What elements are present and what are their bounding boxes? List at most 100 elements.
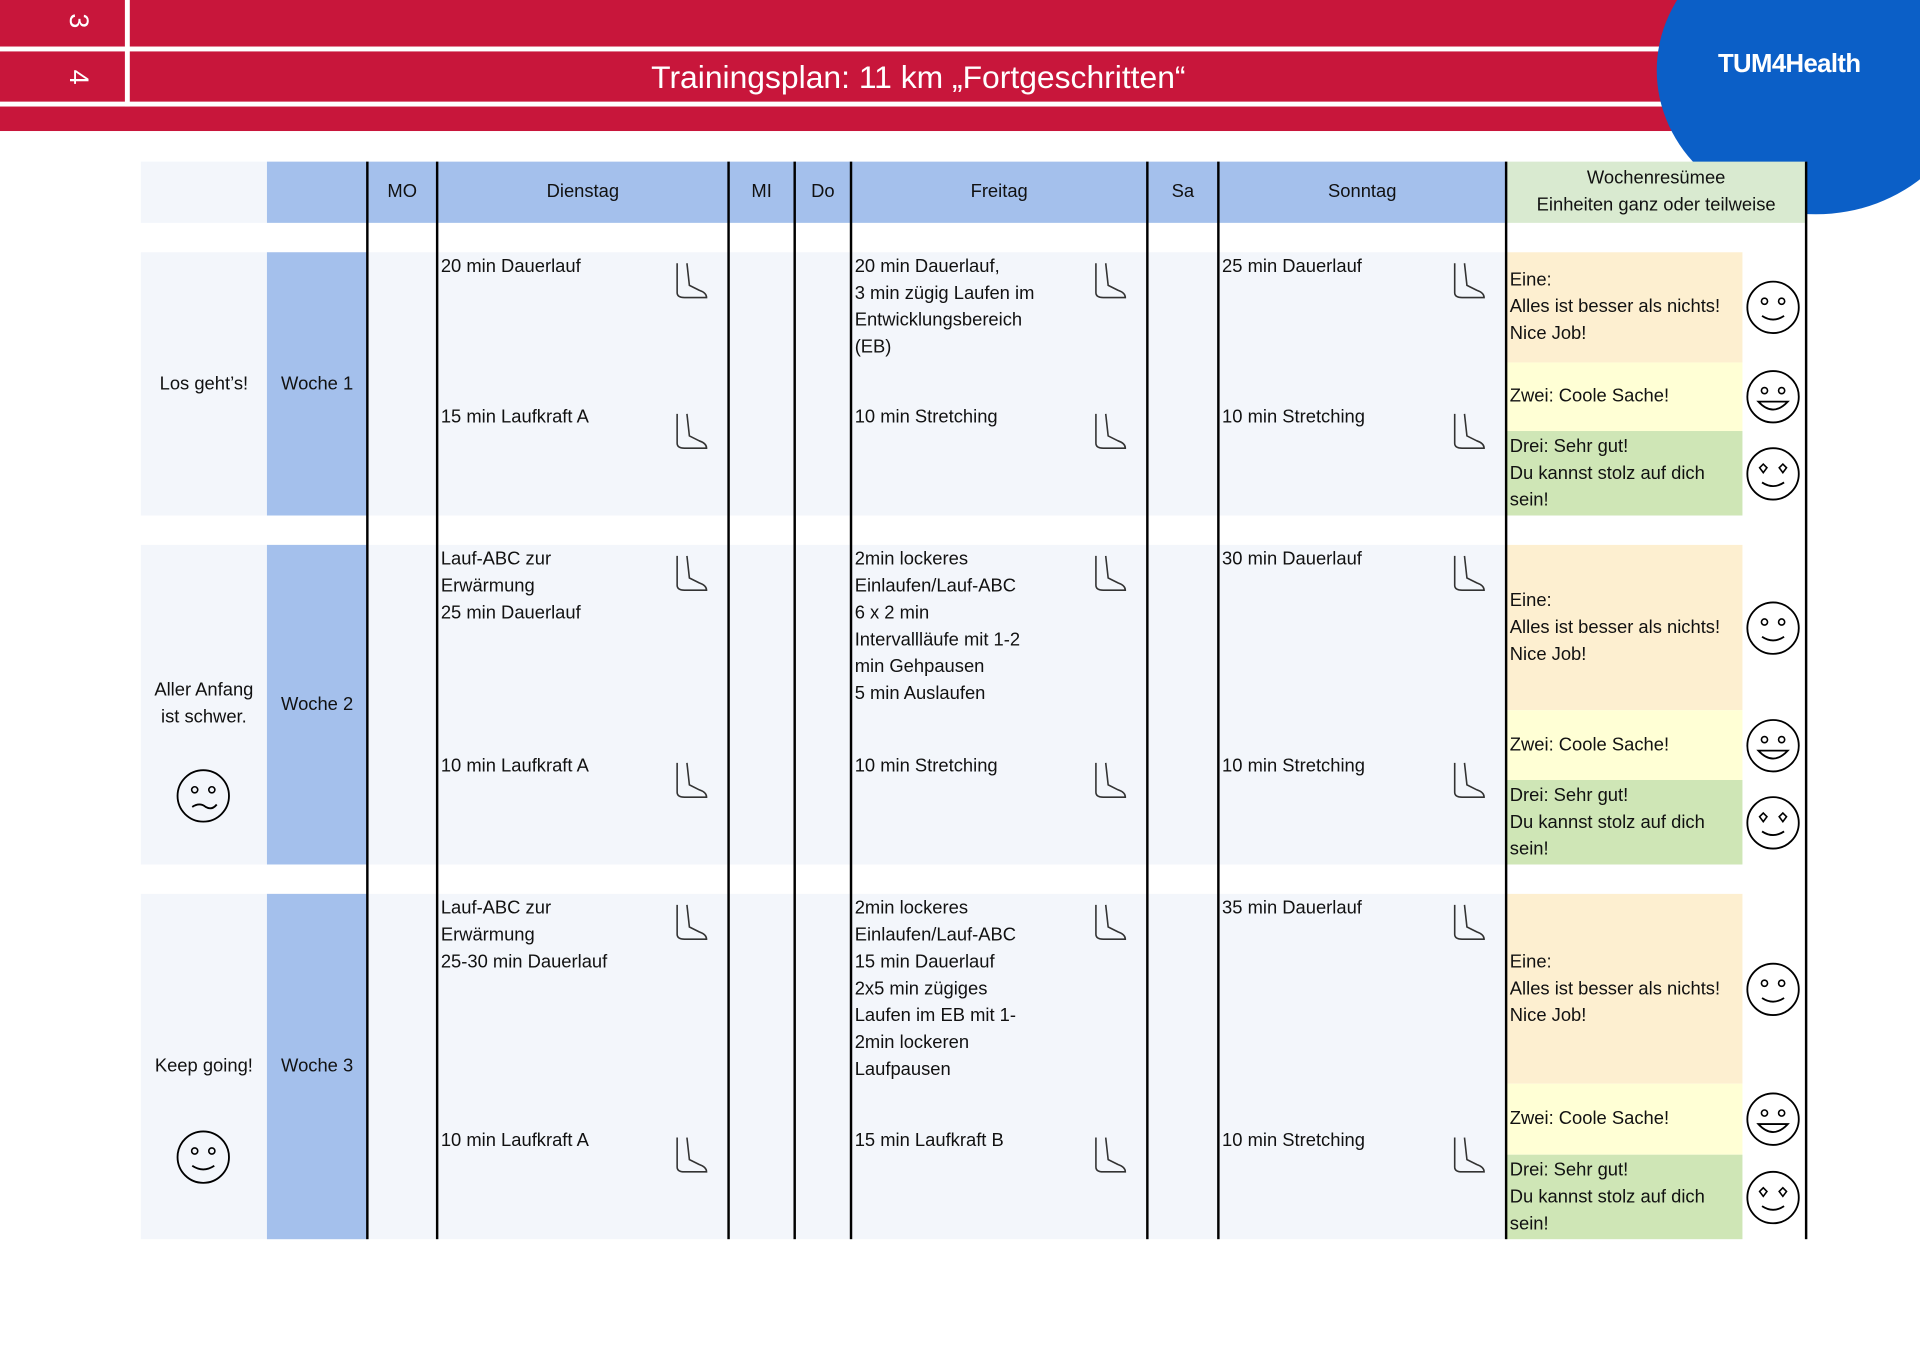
column-rule — [435, 161, 439, 1240]
week-label: Woche 3 — [281, 1055, 354, 1077]
smiley — [1746, 1092, 1800, 1146]
session: 10 min Stretching — [854, 406, 998, 428]
exercise-icon — [1095, 904, 1127, 940]
session: Lauf-ABC zur Erwärmung 25 min Dauerlauf — [440, 548, 581, 624]
summary-header: Einheiten ganz oder teilweise — [1536, 194, 1776, 216]
column-rule — [849, 161, 853, 1240]
column-header: Do — [811, 181, 835, 203]
smiley — [176, 1130, 230, 1184]
session: 2min lockeres Einlaufen/Lauf-ABC 6 x 2 m… — [854, 548, 1021, 705]
session: 10 min Stretching — [1222, 1130, 1365, 1152]
header-divider — [124, 0, 130, 107]
smiley — [1746, 280, 1800, 334]
summary-box: Zwei: Coole Sache! — [1506, 710, 1743, 781]
motto: Keep going! — [154, 1055, 253, 1077]
session: 30 min Dauerlauf — [1222, 548, 1362, 570]
summary-box: Eine: Alles ist besser als nichts! Nice … — [1506, 544, 1743, 711]
summary-text: Eine: Alles ist besser als nichts! Nice … — [1509, 269, 1721, 345]
exercise-icon — [1095, 1137, 1127, 1173]
session: 25 min Dauerlauf — [1222, 255, 1362, 277]
exercise-icon — [676, 263, 708, 299]
exercise-icon — [1453, 1137, 1485, 1173]
session: 2min lockeres Einlaufen/Lauf-ABC 15 min … — [854, 897, 1017, 1081]
column-header: MI — [751, 181, 772, 203]
session: 10 min Stretching — [1222, 755, 1365, 777]
motto: Aller Anfang ist schwer. — [154, 679, 254, 728]
session: 35 min Dauerlauf — [1222, 897, 1362, 919]
column-rule — [366, 161, 369, 1240]
summary-text: Eine: Alles ist besser als nichts! Nice … — [1509, 950, 1721, 1026]
exercise-icon — [676, 413, 708, 449]
motto: Los geht’s! — [159, 372, 249, 394]
column-header: Freitag — [970, 181, 1028, 203]
title: Trainingsplan: 11 km „Fortgeschritten“ — [651, 58, 1186, 96]
summary-text: Zwei: Coole Sache! — [1509, 734, 1670, 755]
week-cell — [266, 893, 368, 1240]
summary-text: Drei: Sehr gut! Du kannst stolz auf dich… — [1509, 435, 1705, 511]
column-rule — [1804, 161, 1808, 1240]
column-rule — [1217, 161, 1220, 1240]
exercise-icon — [676, 762, 708, 798]
week-label: Woche 1 — [281, 372, 354, 394]
summary-box: Eine: Alles ist besser als nichts! Nice … — [1506, 252, 1743, 363]
column-header: MO — [387, 181, 418, 203]
exercise-icon — [1453, 555, 1485, 592]
summary-text: Zwei: Coole Sache! — [1509, 385, 1670, 407]
smiley — [1746, 1170, 1800, 1224]
header-rule — [0, 46, 1920, 52]
exercise-icon — [1453, 762, 1485, 798]
exercise-icon — [1453, 263, 1485, 299]
session: 10 min Stretching — [1222, 406, 1365, 428]
session: Lauf-ABC zur Erwärmung 25-30 min Dauerla… — [440, 897, 608, 973]
smiley — [1746, 962, 1800, 1016]
summary-text: Eine: Alles ist besser als nichts! Nice … — [1509, 589, 1721, 665]
smiley — [1746, 370, 1800, 424]
smiley — [176, 769, 230, 823]
summary-box: Drei: Sehr gut! Du kannst stolz auf dich… — [1506, 1154, 1743, 1240]
summary-text: Drei: Sehr gut! Du kannst stolz auf dich… — [1509, 1158, 1705, 1234]
session: 10 min Laufkraft A — [440, 1130, 589, 1152]
session: 20 min Dauerlauf — [440, 255, 581, 277]
exercise-icon — [1095, 555, 1127, 592]
exercise-icon — [1453, 904, 1485, 940]
column-rule — [1146, 161, 1149, 1240]
column-header: Sa — [1171, 181, 1195, 203]
summary-box: Drei: Sehr gut! Du kannst stolz auf dich… — [1506, 780, 1743, 865]
exercise-icon — [1453, 413, 1485, 449]
page-number: 4 — [63, 69, 95, 85]
session: 20 min Dauerlauf, 3 min zügig Laufen im … — [854, 255, 1035, 358]
smiley — [1746, 718, 1800, 772]
session: 15 min Laufkraft A — [440, 406, 589, 428]
header-band — [0, 0, 1920, 132]
summary-box: Zwei: Coole Sache! — [1506, 1083, 1743, 1155]
header-cell — [266, 161, 1507, 223]
exercise-icon — [1095, 762, 1127, 798]
exercise-icon — [1095, 413, 1127, 449]
session: 10 min Laufkraft A — [440, 755, 589, 777]
summary-header-cell — [1506, 161, 1807, 223]
summary-box: Drei: Sehr gut! Du kannst stolz auf dich… — [1506, 431, 1743, 516]
column-rule — [793, 161, 796, 1240]
header-cell — [140, 161, 267, 223]
column-header: Sonntag — [1328, 181, 1397, 203]
summary-text: Zwei: Coole Sache! — [1509, 1108, 1670, 1129]
column-rule — [1504, 161, 1508, 1240]
summary-text: Drei: Sehr gut! Du kannst stolz auf dich… — [1509, 784, 1705, 859]
page-number: 3 — [63, 13, 95, 29]
smiley — [1746, 795, 1800, 849]
session: 15 min Laufkraft B — [854, 1130, 1004, 1152]
smiley — [1746, 600, 1800, 655]
summary-box: Eine: Alles ist besser als nichts! Nice … — [1506, 893, 1743, 1084]
column-rule — [727, 161, 730, 1240]
exercise-icon — [1095, 263, 1127, 299]
logo: TUM4Health — [1717, 50, 1861, 79]
smiley — [1746, 446, 1800, 500]
summary-header: Wochenresümee — [1586, 167, 1726, 189]
week-cell — [266, 544, 368, 865]
exercise-icon — [676, 904, 708, 940]
header-rule — [0, 101, 1920, 107]
exercise-icon — [676, 555, 708, 592]
week-label: Woche 2 — [281, 693, 354, 715]
